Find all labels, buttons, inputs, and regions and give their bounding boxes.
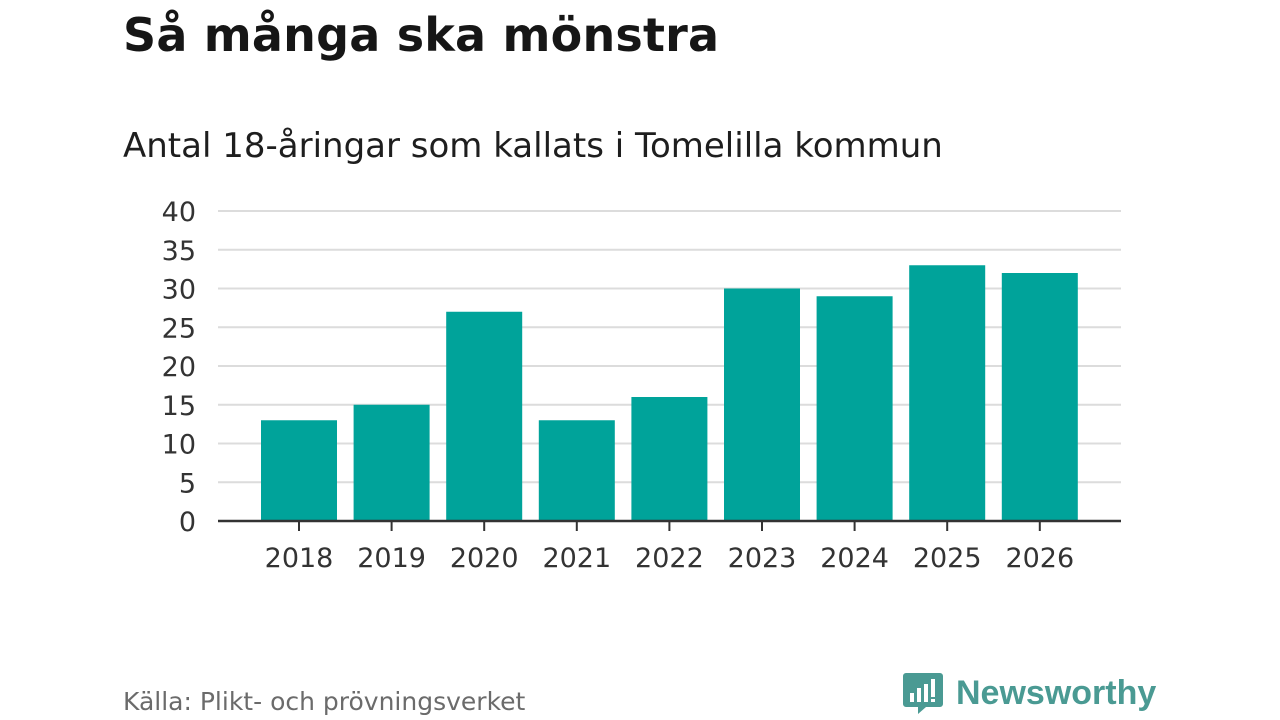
y-tick-label: 40 [162, 197, 196, 228]
x-tick-label: 2024 [820, 543, 889, 574]
y-axis-labels: 0 5 10 15 20 25 30 35 40 [162, 197, 196, 538]
x-tick-label: 2026 [1005, 543, 1074, 574]
x-tick-label: 2025 [913, 543, 982, 574]
bar-2020 [446, 311, 523, 521]
bar-2022 [631, 397, 708, 521]
y-tick-label: 10 [162, 430, 196, 461]
chart-subtitle: Antal 18-åringar som kallats i Tomelilla… [123, 126, 943, 166]
y-tick-label: 0 [179, 507, 196, 538]
bar-2026 [1001, 273, 1078, 521]
x-tick-label: 2021 [542, 543, 611, 574]
x-tick-label: 2018 [265, 543, 334, 574]
bar-2021 [538, 420, 615, 521]
brand-name: Newsworthy [956, 673, 1157, 712]
x-tick-label: 2019 [357, 543, 426, 574]
y-tick-label: 35 [162, 236, 196, 267]
x-tick-label: 2023 [728, 543, 797, 574]
y-tick-label: 5 [179, 468, 196, 499]
bar-2023 [724, 288, 800, 521]
y-tick-label: 20 [162, 352, 196, 383]
x-tick-label: 2022 [635, 543, 704, 574]
newsworthy-logo-icon [903, 673, 943, 714]
y-tick-label: 30 [162, 275, 196, 306]
x-tick-label: 2020 [450, 543, 519, 574]
bar-2019 [353, 404, 430, 521]
bar-2024 [816, 296, 893, 521]
bar-2018 [261, 420, 337, 521]
source-note: Källa: Plikt- och prövningsverket [123, 687, 526, 716]
brand-logo: Newsworthy [902, 670, 1156, 716]
y-tick-label: 25 [162, 313, 196, 344]
x-axis-labels: 2018 2019 2020 2021 2022 2023 2024 2025 2026 [265, 521, 1074, 574]
y-tick-label: 15 [162, 391, 196, 422]
bar-2025 [909, 265, 986, 521]
bars [261, 265, 1078, 521]
chart-title: Så många ska mönstra [123, 8, 720, 62]
